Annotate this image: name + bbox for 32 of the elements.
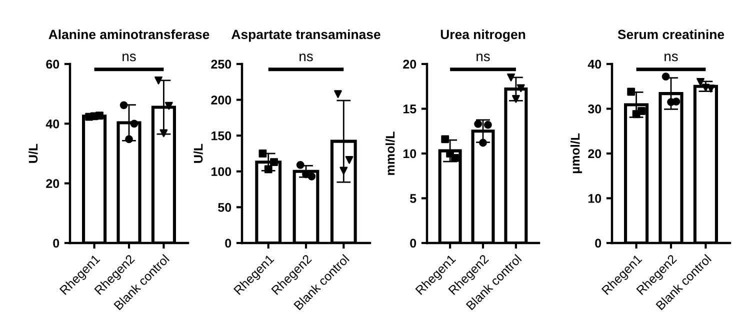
y-tick-label: 30 [588,104,602,114]
y-tick-label: 20 [588,149,602,158]
text: ns [122,54,136,62]
y-tick-label: 0 [595,238,602,248]
chart-title: Alanine aminotransferase [48,29,210,40]
y-tick-label: 60 [46,60,60,69]
y-tick-label: 40 [46,119,60,128]
y-tick-label: 20 [403,60,416,69]
chart-title: Serum creatinine [618,29,724,40]
y-tick-label: 50 [218,203,232,212]
text: ns [664,54,678,62]
y-tick-label: 10 [588,194,602,203]
text: ns [300,54,313,62]
y-tick-label: 0 [225,238,232,248]
y-axis-title: U/L [28,144,38,163]
y-tick-label: 0 [53,238,60,248]
y-tick-label: 5 [410,194,416,203]
y-tick-label: 150 [212,131,232,140]
y-tick-label: 0 [410,238,416,248]
chart-title: Urea nitrogen [440,29,526,42]
y-tick-label: 10 [403,149,416,158]
y-tick-label: 15 [403,104,416,114]
y-tick-label: 20 [46,179,60,188]
chart-title: Aspartate transaminase [232,29,380,42]
y-axis-title: U/L [194,144,203,163]
y-axis-title: mmol/L [385,132,395,175]
y-tick-label: 100 [212,167,232,176]
y-axis-title: μmol/L [570,133,582,174]
y-tick-label: 200 [211,96,232,104]
text: ns [476,54,490,62]
y-tick-label: 250 [211,60,232,69]
y-tick-label: 40 [588,60,602,69]
